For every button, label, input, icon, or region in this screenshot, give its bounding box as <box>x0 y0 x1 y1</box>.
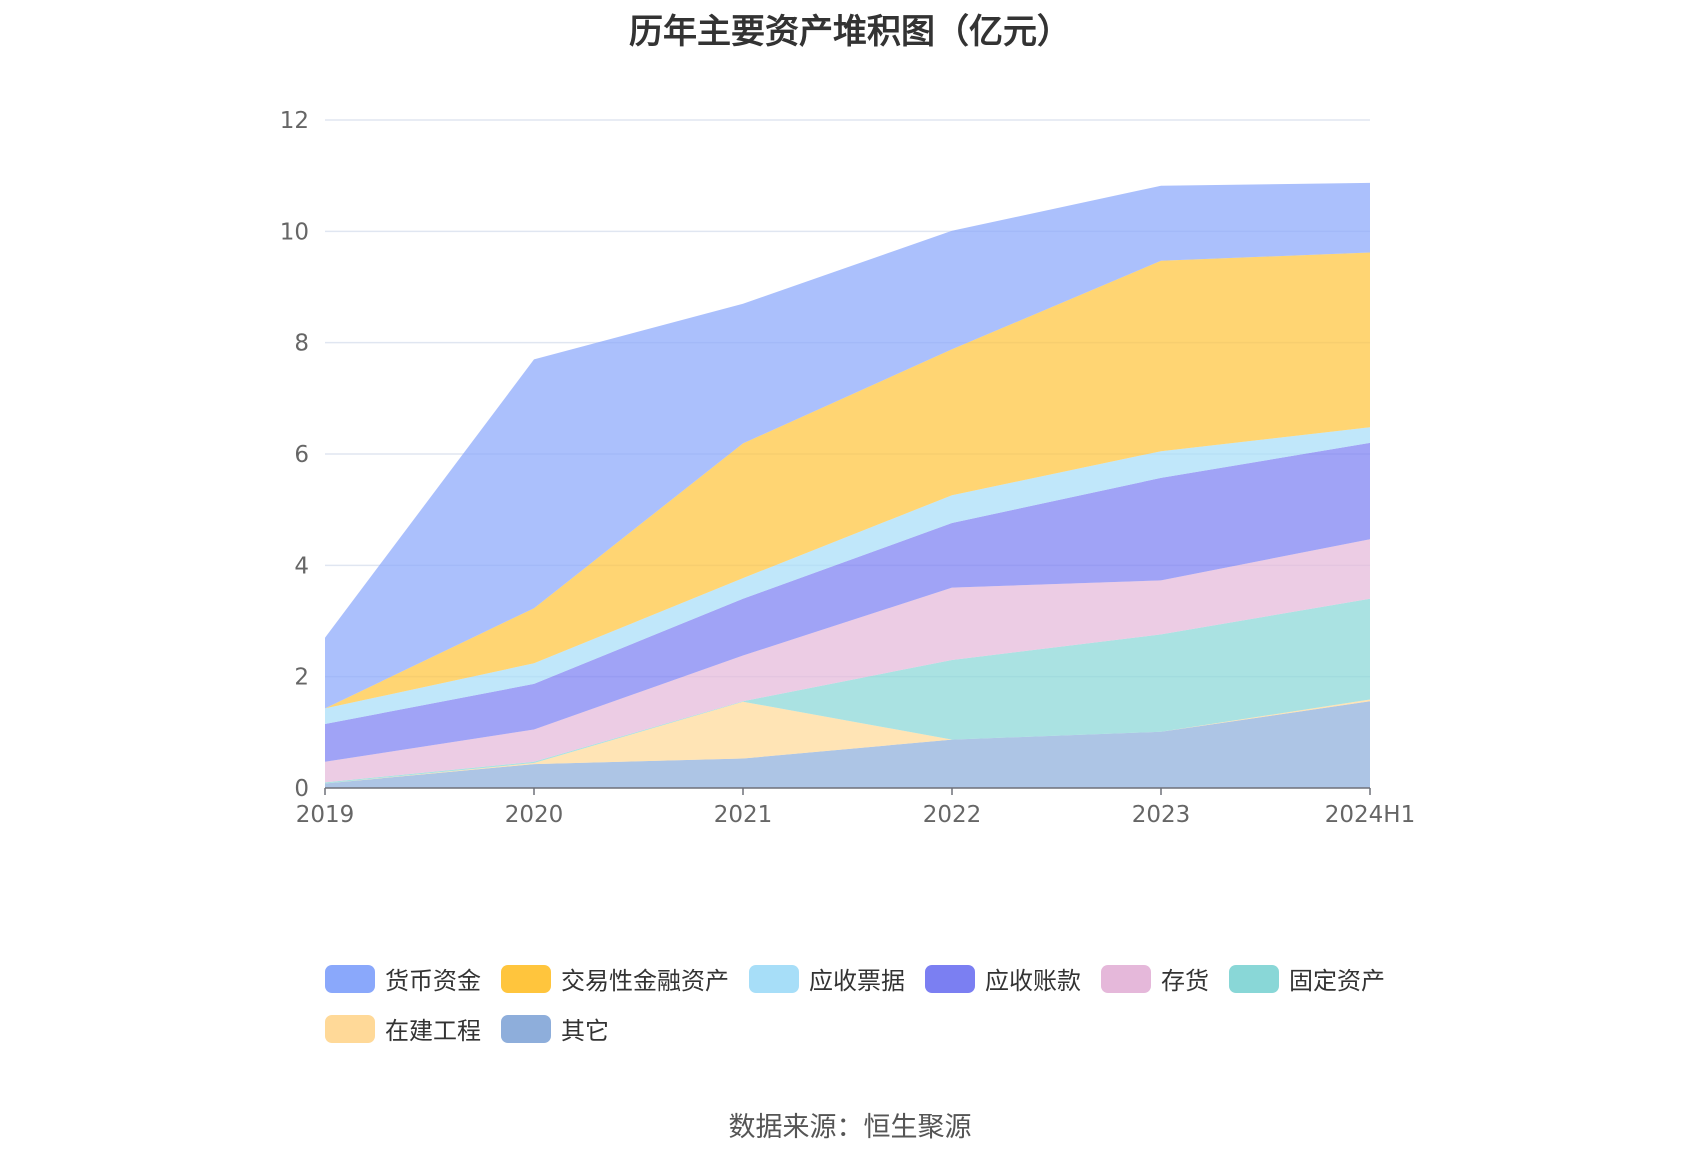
x-tick-label: 2021 <box>714 802 773 828</box>
legend-item: 应收账款 <box>925 965 1081 995</box>
area-series-交易性金融资产 <box>325 252 1370 709</box>
y-tick-label: 0 <box>294 776 309 802</box>
y-tick-label: 12 <box>280 108 309 134</box>
legend-label: 存货 <box>1161 967 1209 995</box>
chart-source: 数据来源：恒生聚源 <box>728 1112 972 1143</box>
legend-item: 货币资金 <box>325 965 481 995</box>
legend-swatch <box>1229 965 1279 993</box>
legend-item: 应收票据 <box>749 965 905 995</box>
legend-swatch <box>325 965 375 993</box>
x-tick-label: 2020 <box>505 802 564 828</box>
area-series-其它 <box>325 701 1370 788</box>
area-series-应收票据 <box>325 427 1370 724</box>
legend-swatch <box>925 965 975 993</box>
legend-item: 其它 <box>501 1015 609 1045</box>
x-tick-label: 2024H1 <box>1325 802 1415 828</box>
legend-label: 交易性金融资产 <box>561 967 729 995</box>
y-tick-label: 8 <box>294 331 309 357</box>
x-tick-label: 2019 <box>296 802 355 828</box>
legend-label: 应收账款 <box>985 967 1081 995</box>
legend-swatch <box>501 965 551 993</box>
area-series-存货 <box>325 539 1370 783</box>
legend-label: 货币资金 <box>385 967 481 995</box>
area-series-货币资金 <box>325 182 1370 709</box>
y-tick-label: 10 <box>280 219 309 245</box>
area-series-应收账款 <box>325 442 1370 762</box>
legend-item: 交易性金融资产 <box>501 965 729 995</box>
legend-swatch <box>501 1015 551 1043</box>
legend-item: 在建工程 <box>325 1015 481 1045</box>
y-tick-label: 6 <box>294 442 309 468</box>
chart-title: 历年主要资产堆积图（亿元） <box>629 12 1071 52</box>
legend-label: 其它 <box>561 1017 609 1045</box>
y-tick-label: 2 <box>294 665 309 691</box>
x-tick-label: 2023 <box>1132 802 1191 828</box>
legend-swatch <box>749 965 799 993</box>
area-series-在建工程 <box>325 699 1370 784</box>
legend-item: 固定资产 <box>1229 965 1385 995</box>
legend-swatch <box>325 1015 375 1043</box>
legend-swatch <box>1101 965 1151 993</box>
legend-label: 应收票据 <box>809 967 905 995</box>
legend-label: 固定资产 <box>1289 967 1385 995</box>
y-tick-label: 4 <box>294 553 309 579</box>
x-tick-label: 2022 <box>923 802 982 828</box>
area-series-固定资产 <box>325 598 1370 784</box>
legend-label: 在建工程 <box>385 1017 481 1045</box>
legend-item: 存货 <box>1101 965 1209 995</box>
